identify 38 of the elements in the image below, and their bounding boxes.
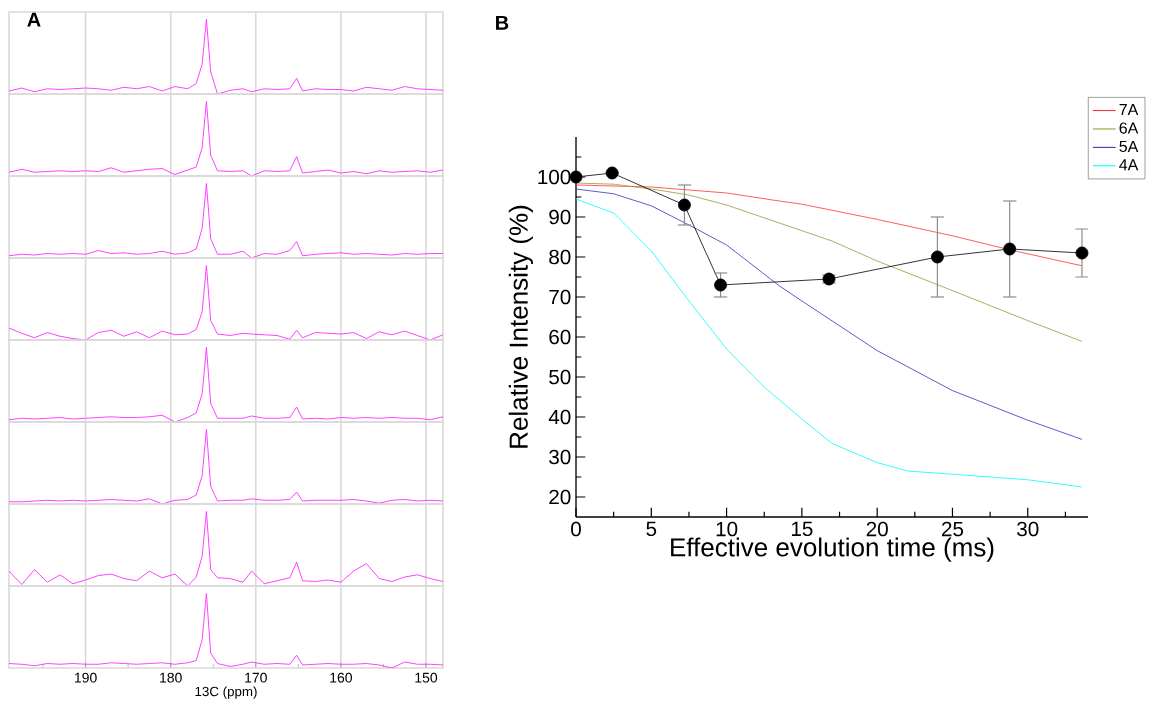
x-tick-label: 180 <box>160 672 182 683</box>
x-tick-label: 10 <box>716 521 738 537</box>
y-tick-label: 100 <box>538 169 571 185</box>
legend-label: 4A <box>1119 159 1139 171</box>
y-tick-label: 80 <box>549 249 571 265</box>
y-tick-label: 90 <box>549 209 571 225</box>
y-tick-label: 70 <box>549 289 571 305</box>
point <box>1075 246 1089 260</box>
x-tick-label: 170 <box>245 672 267 683</box>
x-tick-label: 15 <box>791 521 813 537</box>
point <box>605 166 619 180</box>
chart-title: B <box>496 15 509 30</box>
chart-title: A <box>27 12 41 27</box>
point <box>1003 242 1017 256</box>
y-tick-label: 40 <box>548 409 571 425</box>
x-tick-label: 25 <box>942 521 964 537</box>
legend-label: 6A <box>1119 122 1139 134</box>
y-tick-label: 50 <box>549 369 571 385</box>
point <box>714 278 727 292</box>
y-tick-label: 30 <box>549 449 571 465</box>
point <box>931 250 944 264</box>
x-tick-label: 150 <box>415 672 438 683</box>
x-axis-title: 13C (ppm) <box>195 686 257 699</box>
line-series <box>576 198 1083 488</box>
x-tick-label: 5 <box>646 521 657 537</box>
x-axis-title: Effective evolution time (ms) <box>671 537 994 562</box>
x-tick-label: 190 <box>74 672 97 683</box>
y-tick-label: 20 <box>549 489 571 505</box>
x-tick-label: 160 <box>330 672 352 683</box>
point <box>678 198 691 212</box>
line-series <box>576 188 1083 440</box>
y-axis-title: Relative Intensity (%) <box>508 205 533 448</box>
x-tick-label: 0 <box>571 521 581 537</box>
legend-label: 7A <box>1119 104 1139 116</box>
legend-label: 5A <box>1119 140 1139 153</box>
x-tick-label: 20 <box>866 521 888 537</box>
y-tick-label: 60 <box>549 329 571 345</box>
x-tick-label: 30 <box>1017 521 1039 537</box>
